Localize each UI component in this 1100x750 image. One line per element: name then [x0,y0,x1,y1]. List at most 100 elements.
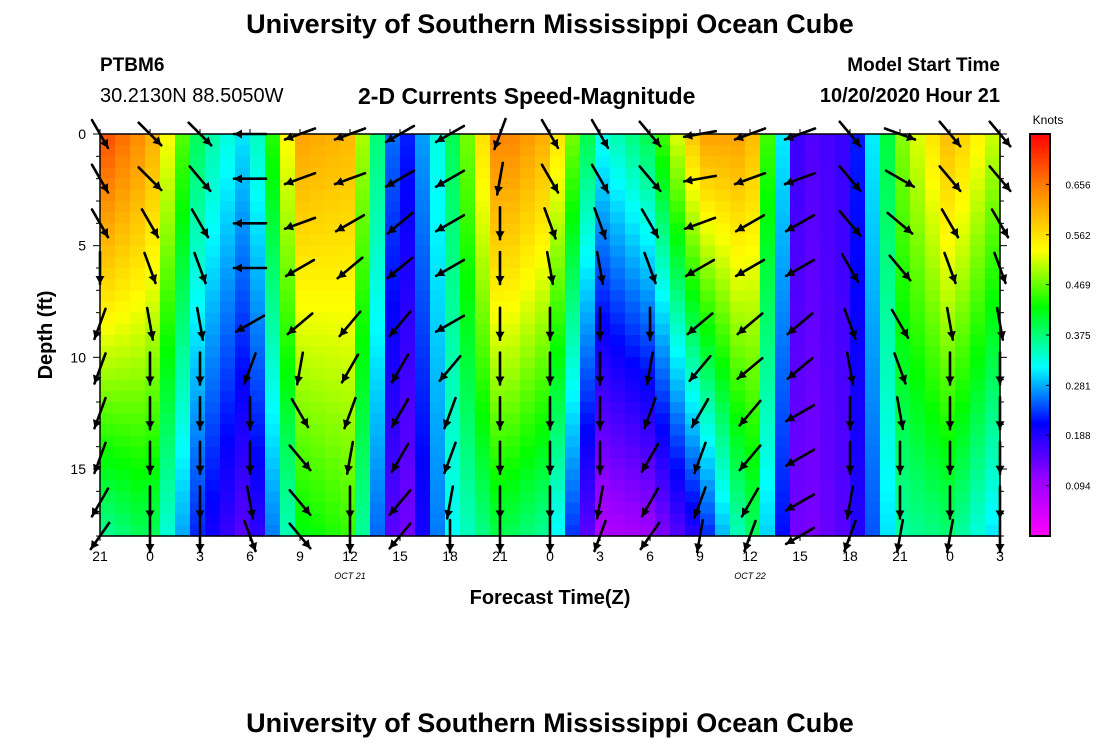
heatmap-cell [355,335,371,347]
heatmap-cell [565,457,581,470]
heatmap-cell [130,502,146,515]
heatmap-cell [835,212,851,224]
heatmap-cell [910,323,926,336]
current-arrow [733,171,767,186]
heatmap-cell [835,223,851,236]
heatmap-cell [490,234,506,247]
y-tick-label: 10 [70,349,86,365]
current-arrow [638,165,662,193]
heatmap-cell [850,201,866,213]
heatmap-cell [790,212,806,224]
heatmap-cell [985,145,1001,157]
current-arrow [245,485,256,520]
heatmap-cell [385,301,401,314]
heatmap-cell [100,357,116,370]
current-arrow [783,171,817,186]
heatmap-cell [850,446,866,459]
heatmap-cell [490,446,506,459]
heatmap-cell [250,480,266,492]
heatmap-cell [400,524,416,537]
heatmap-cell [940,323,956,336]
heatmap-cell [505,491,521,504]
heatmap-cell [775,513,791,526]
heatmap-cell [265,301,281,314]
heatmap-cell [280,390,296,403]
heatmap-cell [310,457,326,470]
heatmap-cell [460,323,476,336]
heatmap-cell [475,279,491,291]
heatmap-cell [670,145,686,157]
heatmap-cell [625,212,641,224]
heatmap-cell [640,268,656,280]
heatmap-cell [775,413,791,425]
x-tick-label: 0 [946,548,954,564]
heatmap-cell [265,156,281,169]
heatmap-cell [220,379,236,392]
heatmap-cell [715,134,731,146]
heatmap-cell [955,290,971,303]
heatmap-cell [490,502,506,515]
heatmap-cell [370,201,386,213]
heatmap-cell [625,223,641,236]
heatmap-cell [145,513,161,526]
heatmap-cell [190,379,206,392]
heatmap-cell [550,189,566,202]
heatmap-cell [220,402,236,414]
heatmap-cell [535,502,551,515]
heatmap-cell [565,212,581,224]
heatmap-cell [580,469,596,481]
heatmap-cell [820,480,836,492]
heatmap-cell [145,457,161,470]
heatmap-cell [445,268,461,280]
heatmap-cell [265,234,281,247]
heatmap-cell [640,346,656,358]
heatmap-cell [160,335,176,347]
heatmap-cell [310,335,326,347]
heatmap-cell [100,189,116,202]
heatmap-cell [970,424,986,437]
heatmap-cell [595,156,611,169]
heatmap-cell [850,335,866,347]
heatmap-cell [715,446,731,459]
heatmap-cell [115,223,131,236]
heatmap-cell [610,446,626,459]
heatmap-cell [790,502,806,515]
heatmap-cell [685,134,701,146]
heatmap-cell [250,402,266,414]
heatmap-cell [835,435,851,448]
heatmap-cell [325,245,341,258]
current-arrow [734,258,766,278]
heatmap-cell [610,513,626,526]
heatmap-cell [940,167,956,180]
current-arrow [195,485,205,520]
heatmap-cell [655,167,671,180]
heatmap-cell [610,279,626,291]
heatmap-cell [715,245,731,258]
heatmap-cell [160,480,176,492]
heatmap-cell [775,134,791,146]
heatmap-cell [325,368,341,381]
heatmap-cell [670,323,686,336]
heatmap-cell [820,469,836,481]
heatmap-cell [895,189,911,202]
heatmap-cell [445,223,461,236]
heatmap-cell [820,424,836,437]
heatmap-cell [670,234,686,247]
heatmap-cell [865,268,881,280]
heatmap-cell [505,390,521,403]
heatmap-cell [925,457,941,470]
heatmap-cell [625,491,641,504]
heatmap-cell [370,491,386,504]
heatmap-cell [700,346,716,358]
current-arrow [888,254,912,282]
heatmap-cell [580,379,596,392]
heatmap-cell [400,312,416,325]
heatmap-cell [790,390,806,403]
heatmap-cell [955,189,971,202]
heatmap-cell [940,524,956,537]
heatmap-cell [700,357,716,370]
heatmap-cell [175,446,191,459]
heatmap-cell [640,178,656,191]
heatmap-cell [985,513,1001,526]
heatmap-cell [115,390,131,403]
